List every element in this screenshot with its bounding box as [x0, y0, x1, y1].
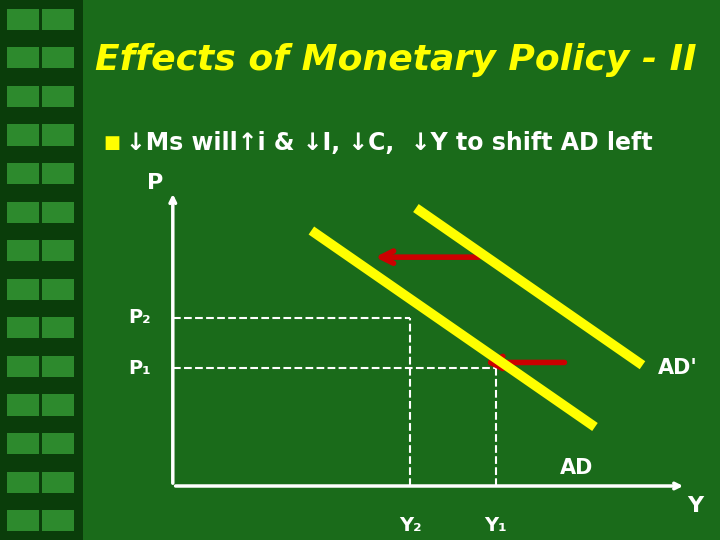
Text: AD': AD'	[657, 358, 697, 378]
Text: ■: ■	[103, 134, 120, 152]
Bar	[7, 86, 39, 107]
Bar	[42, 433, 73, 454]
Text: Effects of Monetary Policy - II: Effects of Monetary Policy - II	[95, 43, 697, 77]
FancyBboxPatch shape	[0, 0, 83, 540]
Text: Y: Y	[688, 496, 703, 516]
Bar	[42, 9, 73, 30]
Bar	[42, 47, 73, 69]
Text: Y₁: Y₁	[485, 516, 508, 535]
Bar	[42, 201, 73, 223]
Bar	[7, 163, 39, 184]
Bar	[7, 471, 39, 492]
Bar	[42, 240, 73, 261]
Bar	[7, 47, 39, 69]
Text: P₁: P₁	[128, 359, 151, 377]
Text: ↓Ms will↑i & ↓I, ↓C,  ↓Y to shift AD left: ↓Ms will↑i & ↓I, ↓C, ↓Y to shift AD left	[126, 131, 652, 155]
Bar	[7, 124, 39, 146]
Bar	[7, 279, 39, 300]
Bar	[42, 510, 73, 531]
Bar	[7, 201, 39, 223]
Bar	[7, 510, 39, 531]
Bar	[7, 240, 39, 261]
Bar	[42, 124, 73, 146]
Bar	[42, 318, 73, 339]
Bar	[42, 163, 73, 184]
Bar	[7, 356, 39, 377]
Bar	[42, 471, 73, 492]
Bar	[7, 394, 39, 416]
Text: P: P	[147, 173, 163, 193]
Bar	[42, 86, 73, 107]
Text: P₂: P₂	[129, 308, 151, 327]
Text: Y₂: Y₂	[399, 516, 422, 535]
Bar	[42, 279, 73, 300]
Bar	[42, 356, 73, 377]
Bar	[42, 394, 73, 416]
Bar	[7, 318, 39, 339]
Text: AD: AD	[560, 458, 593, 478]
Bar	[7, 433, 39, 454]
Bar	[7, 9, 39, 30]
